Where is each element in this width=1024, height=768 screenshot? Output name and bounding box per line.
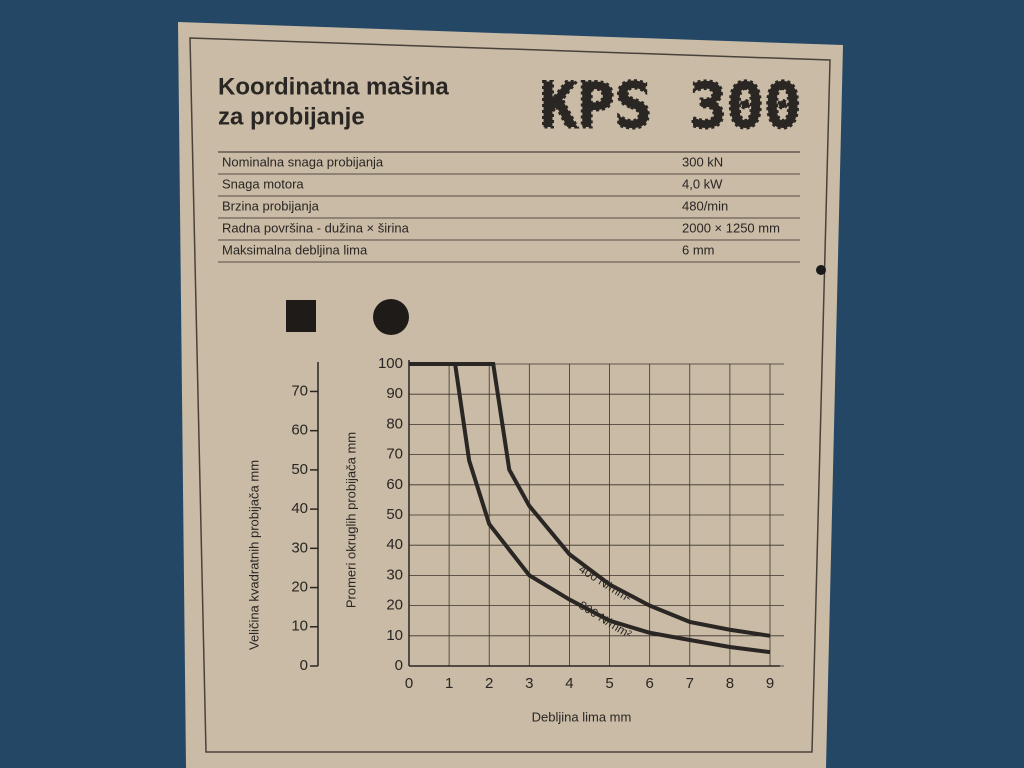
spec-value: 480/min — [682, 198, 728, 213]
y2-tick-label: 60 — [291, 422, 308, 439]
spec-table: Nominalna snaga probijanja 300 kN Snaga mo… — [218, 151, 800, 263]
y2-tick-label: 70 — [291, 382, 308, 399]
x-tick-label: 3 — [525, 675, 533, 692]
y-tick-label: 80 — [386, 415, 403, 432]
y2-axis-label: Veličina kvadratnih probijača mm — [246, 460, 261, 650]
x-tick-label: 1 — [445, 675, 453, 692]
curve — [409, 362, 771, 638]
spec-label: Snaga motora — [222, 176, 304, 191]
y-tick-label: 50 — [386, 506, 403, 523]
y2-tick-label: 20 — [291, 579, 308, 596]
rivet — [816, 265, 826, 275]
y-tick-label: 10 — [386, 627, 403, 644]
x-tick-label: 2 — [485, 675, 493, 692]
x-tick-label: 5 — [605, 675, 613, 692]
y-tick-label: 20 — [386, 597, 403, 614]
x-axis-label: Debljina lima mm — [532, 709, 632, 724]
spec-value: 2000 × 1250 mm — [682, 220, 780, 235]
y-tick-label: 60 — [386, 476, 403, 493]
x-tick-label: 8 — [726, 675, 734, 692]
spec-value: 6 mm — [682, 242, 715, 257]
spec-value: 4,0 kW — [682, 176, 723, 191]
y-tick-label: 100 — [378, 355, 403, 372]
y2-tick-label: 30 — [291, 539, 308, 556]
y2-tick-label: 40 — [291, 500, 308, 517]
y-tick-label: 30 — [386, 566, 403, 583]
y-tick-label: 0 — [395, 657, 403, 674]
y2-tick-label: 10 — [291, 618, 308, 635]
spec-label: Maksimalna debljina lima — [222, 242, 368, 257]
x-tick-label: 6 — [645, 675, 653, 692]
model: KPS 300 — [540, 69, 801, 142]
x-tick-label: 9 — [766, 675, 774, 692]
plate-border — [189, 37, 831, 753]
spec-label: Brzina probijanja — [222, 198, 320, 213]
y-tick-label: 90 — [386, 385, 403, 402]
y2-tick-label: 0 — [300, 657, 308, 674]
x-tick-label: 0 — [405, 675, 413, 692]
plate — [178, 22, 843, 768]
title-line: za probijanje — [218, 103, 365, 130]
y-tick-label: 40 — [386, 536, 403, 553]
y2-tick-label: 50 — [291, 461, 308, 478]
y-axis-label: Promeri okruglih probijača mm — [343, 432, 358, 608]
curve — [409, 362, 771, 655]
spec-value: 300 kN — [682, 154, 723, 169]
square-icon — [286, 300, 316, 332]
spec-label: Radna površina - dužina × širina — [222, 220, 410, 235]
spec-label: Nominalna snaga probijanja — [222, 154, 384, 169]
title-line: Koordinatna mašina — [218, 73, 449, 100]
circle-icon — [373, 299, 409, 335]
x-tick-label: 4 — [565, 675, 573, 692]
y-tick-label: 70 — [386, 446, 403, 463]
x-tick-label: 7 — [686, 675, 694, 692]
